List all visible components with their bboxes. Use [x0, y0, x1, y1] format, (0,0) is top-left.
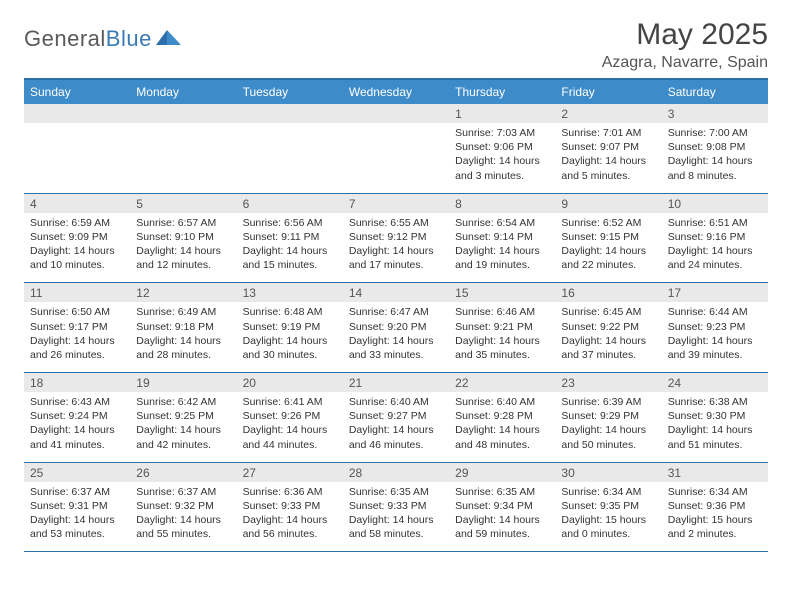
logo: GeneralBlue [24, 18, 182, 52]
day-number: 24 [662, 373, 768, 392]
day-info: Sunrise: 6:41 AMSunset: 9:26 PMDaylight:… [237, 392, 343, 462]
day-info: Sunrise: 7:03 AMSunset: 9:06 PMDaylight:… [449, 123, 555, 193]
day-header-row: SundayMondayTuesdayWednesdayThursdayFrid… [24, 80, 768, 104]
day-number: 31 [662, 463, 768, 482]
day-number: 10 [662, 194, 768, 213]
week-info-row: Sunrise: 7:03 AMSunset: 9:06 PMDaylight:… [24, 123, 768, 194]
day-number [343, 104, 449, 123]
day-header: Tuesday [237, 80, 343, 104]
day-number: 21 [343, 373, 449, 392]
day-number: 7 [343, 194, 449, 213]
day-info: Sunrise: 6:51 AMSunset: 9:16 PMDaylight:… [662, 213, 768, 283]
week-daynum-row: 123 [24, 104, 768, 123]
day-number [24, 104, 130, 123]
day-info: Sunrise: 7:01 AMSunset: 9:07 PMDaylight:… [555, 123, 661, 193]
day-info: Sunrise: 6:56 AMSunset: 9:11 PMDaylight:… [237, 213, 343, 283]
day-number: 13 [237, 283, 343, 302]
day-info [237, 123, 343, 193]
day-number: 29 [449, 463, 555, 482]
calendar: SundayMondayTuesdayWednesdayThursdayFrid… [24, 78, 768, 552]
day-number: 15 [449, 283, 555, 302]
day-info [24, 123, 130, 193]
day-number: 16 [555, 283, 661, 302]
day-number: 6 [237, 194, 343, 213]
day-number: 23 [555, 373, 661, 392]
day-number: 12 [130, 283, 236, 302]
day-info: Sunrise: 6:40 AMSunset: 9:27 PMDaylight:… [343, 392, 449, 462]
day-number: 27 [237, 463, 343, 482]
week-info-row: Sunrise: 6:43 AMSunset: 9:24 PMDaylight:… [24, 392, 768, 463]
logo-word1: General [24, 26, 106, 51]
day-number: 19 [130, 373, 236, 392]
day-header: Wednesday [343, 80, 449, 104]
day-header: Friday [555, 80, 661, 104]
day-info: Sunrise: 6:59 AMSunset: 9:09 PMDaylight:… [24, 213, 130, 283]
day-info: Sunrise: 6:45 AMSunset: 9:22 PMDaylight:… [555, 302, 661, 372]
day-number: 30 [555, 463, 661, 482]
day-number: 25 [24, 463, 130, 482]
day-info: Sunrise: 6:52 AMSunset: 9:15 PMDaylight:… [555, 213, 661, 283]
day-info: Sunrise: 6:34 AMSunset: 9:36 PMDaylight:… [662, 482, 768, 552]
day-number: 3 [662, 104, 768, 123]
day-info: Sunrise: 6:50 AMSunset: 9:17 PMDaylight:… [24, 302, 130, 372]
day-info: Sunrise: 6:44 AMSunset: 9:23 PMDaylight:… [662, 302, 768, 372]
day-header: Sunday [24, 80, 130, 104]
logo-text: GeneralBlue [24, 26, 152, 52]
day-info: Sunrise: 6:47 AMSunset: 9:20 PMDaylight:… [343, 302, 449, 372]
weeks-container: 123Sunrise: 7:03 AMSunset: 9:06 PMDaylig… [24, 104, 768, 552]
week-daynum-row: 11121314151617 [24, 283, 768, 302]
day-header: Saturday [662, 80, 768, 104]
week-info-row: Sunrise: 6:37 AMSunset: 9:31 PMDaylight:… [24, 482, 768, 553]
day-number: 8 [449, 194, 555, 213]
week-daynum-row: 45678910 [24, 194, 768, 213]
day-number: 14 [343, 283, 449, 302]
day-info: Sunrise: 6:46 AMSunset: 9:21 PMDaylight:… [449, 302, 555, 372]
day-info: Sunrise: 6:42 AMSunset: 9:25 PMDaylight:… [130, 392, 236, 462]
month-title: May 2025 [602, 18, 768, 52]
day-number: 5 [130, 194, 236, 213]
location: Azagra, Navarre, Spain [602, 54, 768, 72]
day-number [130, 104, 236, 123]
day-info: Sunrise: 6:40 AMSunset: 9:28 PMDaylight:… [449, 392, 555, 462]
week-daynum-row: 18192021222324 [24, 373, 768, 392]
day-info: Sunrise: 6:36 AMSunset: 9:33 PMDaylight:… [237, 482, 343, 552]
day-info: Sunrise: 6:35 AMSunset: 9:33 PMDaylight:… [343, 482, 449, 552]
day-info [130, 123, 236, 193]
day-info [343, 123, 449, 193]
day-number: 22 [449, 373, 555, 392]
header: GeneralBlue May 2025 Azagra, Navarre, Sp… [24, 18, 768, 72]
day-header: Monday [130, 80, 236, 104]
logo-mark-icon [156, 28, 182, 51]
day-info: Sunrise: 6:37 AMSunset: 9:31 PMDaylight:… [24, 482, 130, 552]
day-info: Sunrise: 6:35 AMSunset: 9:34 PMDaylight:… [449, 482, 555, 552]
day-number: 26 [130, 463, 236, 482]
day-info: Sunrise: 6:57 AMSunset: 9:10 PMDaylight:… [130, 213, 236, 283]
day-number: 1 [449, 104, 555, 123]
day-info: Sunrise: 6:54 AMSunset: 9:14 PMDaylight:… [449, 213, 555, 283]
week-info-row: Sunrise: 6:50 AMSunset: 9:17 PMDaylight:… [24, 302, 768, 373]
day-number: 11 [24, 283, 130, 302]
day-number: 2 [555, 104, 661, 123]
day-info: Sunrise: 6:49 AMSunset: 9:18 PMDaylight:… [130, 302, 236, 372]
day-info: Sunrise: 6:43 AMSunset: 9:24 PMDaylight:… [24, 392, 130, 462]
day-number: 28 [343, 463, 449, 482]
day-info: Sunrise: 6:39 AMSunset: 9:29 PMDaylight:… [555, 392, 661, 462]
logo-word2: Blue [106, 26, 152, 51]
day-number: 9 [555, 194, 661, 213]
day-info: Sunrise: 6:48 AMSunset: 9:19 PMDaylight:… [237, 302, 343, 372]
day-info: Sunrise: 6:34 AMSunset: 9:35 PMDaylight:… [555, 482, 661, 552]
day-number: 18 [24, 373, 130, 392]
week-info-row: Sunrise: 6:59 AMSunset: 9:09 PMDaylight:… [24, 213, 768, 284]
day-header: Thursday [449, 80, 555, 104]
week-daynum-row: 25262728293031 [24, 463, 768, 482]
day-number: 17 [662, 283, 768, 302]
day-info: Sunrise: 7:00 AMSunset: 9:08 PMDaylight:… [662, 123, 768, 193]
day-info: Sunrise: 6:37 AMSunset: 9:32 PMDaylight:… [130, 482, 236, 552]
day-number: 4 [24, 194, 130, 213]
day-info: Sunrise: 6:38 AMSunset: 9:30 PMDaylight:… [662, 392, 768, 462]
day-info: Sunrise: 6:55 AMSunset: 9:12 PMDaylight:… [343, 213, 449, 283]
day-number: 20 [237, 373, 343, 392]
title-block: May 2025 Azagra, Navarre, Spain [602, 18, 768, 72]
day-number [237, 104, 343, 123]
